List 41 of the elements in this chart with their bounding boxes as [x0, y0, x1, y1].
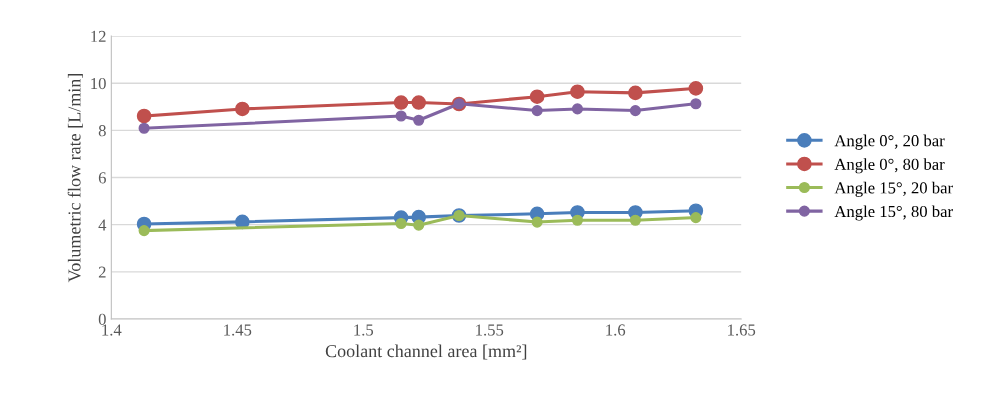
point: [138, 225, 150, 237]
point: [570, 84, 585, 100]
y-tick-label: 2: [98, 266, 106, 278]
point: [690, 98, 702, 110]
point: [690, 212, 702, 224]
point: [629, 214, 641, 226]
y-tick-label: 12: [91, 30, 106, 42]
y-axis-title: Volumetric flow rate [L/min]: [67, 73, 83, 283]
point: [136, 108, 152, 124]
point: [411, 95, 427, 110]
point: [531, 216, 543, 228]
point: [531, 105, 543, 117]
point: [413, 219, 425, 231]
y-tick-label: 6: [98, 172, 106, 184]
legend-label: Angle 15°, 20 bar: [834, 181, 953, 197]
legend-label: Angle 0°, 80 bar: [834, 158, 945, 174]
x-tick-label: 1.6: [606, 324, 626, 336]
point: [393, 95, 409, 110]
point: [395, 110, 407, 122]
y-tick-label: 8: [98, 125, 106, 137]
y-tick-label: 4: [98, 219, 107, 231]
y-tick-label: 0: [98, 313, 106, 325]
point: [571, 214, 584, 226]
point: [395, 217, 407, 230]
x-tick-label: 1.4: [102, 324, 122, 336]
x-tick-label: 1.55: [476, 324, 504, 336]
point: [529, 89, 545, 104]
x-tick-label: 1.65: [728, 324, 756, 336]
point: [571, 103, 584, 115]
point: [688, 81, 704, 96]
legend-label: Angle 15°, 80 bar: [834, 205, 953, 221]
x-tick-label: 1.5: [354, 324, 374, 336]
point: [628, 85, 643, 101]
point: [138, 122, 150, 134]
x-tick-label: 1.45: [224, 324, 252, 336]
point: [413, 114, 425, 126]
y-tick-label: 10: [91, 77, 106, 90]
point: [235, 101, 250, 117]
legend-label: Angle 0°, 20 bar: [834, 134, 945, 150]
x-axis-title: Coolant channel area [mm²]: [325, 344, 527, 360]
point: [629, 105, 641, 117]
